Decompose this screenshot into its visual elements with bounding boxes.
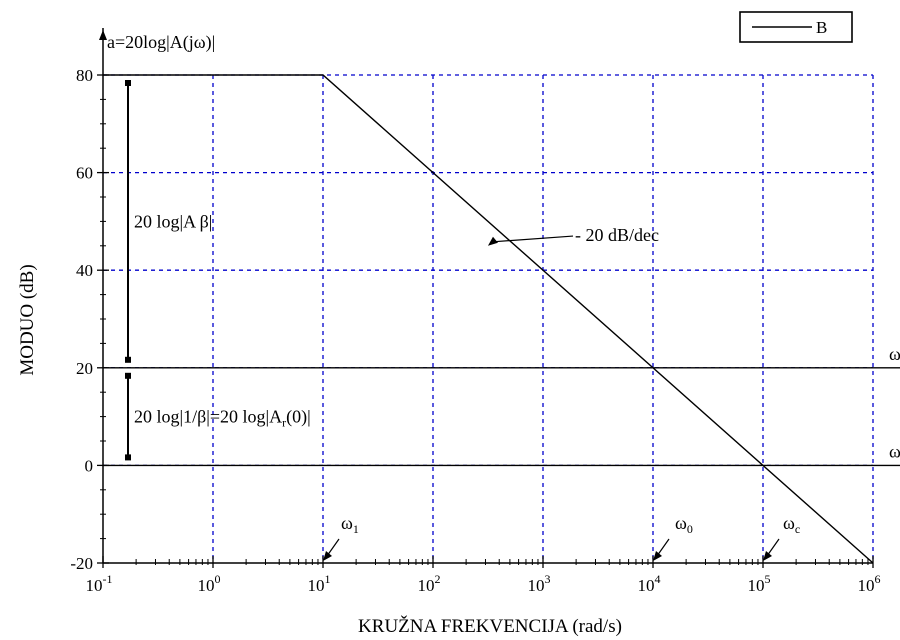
legend-entry-B: B <box>816 18 827 37</box>
reference-line-label-0: ω <box>889 344 900 364</box>
x-tick-label-6: 105 <box>748 572 771 595</box>
series-line-0 <box>103 74 874 564</box>
lower-bracket-end-bottom <box>125 454 131 461</box>
brackets: 20 log|A β| 20 log|1/β|=20 log|Ar(0)| <box>125 80 311 461</box>
upper-bracket-label: 20 log|A β| <box>134 211 212 231</box>
lower-bracket-end-top <box>125 372 131 379</box>
legend: B <box>739 11 853 43</box>
x-tick-label-5: 104 <box>638 572 661 595</box>
omega-c-annotation-label: ωc <box>783 513 800 536</box>
upper-bracket-end-bottom <box>125 356 131 363</box>
grid <box>103 74 874 563</box>
x-tick-label-3: 102 <box>418 572 441 595</box>
x-tick-label-7: 106 <box>858 572 881 595</box>
y-tick-label-3: 40 <box>76 261 93 280</box>
reference-lines: ωω <box>103 344 900 467</box>
axes: -20 0 20 40 60 80 10-1 100 101 102 103 104 105 106 <box>70 28 881 595</box>
x-tick-label-0: 10-1 <box>86 572 113 595</box>
omega-c-annotation-arrow-head <box>763 551 772 561</box>
x-tick-label-2: 101 <box>308 572 331 595</box>
y-axis-top-label: a=20log|A(jω)| <box>107 32 215 53</box>
omega-0-annotation-arrow-head <box>653 551 662 561</box>
x-tick-label-4: 103 <box>528 572 551 595</box>
omega-1-annotation-arrow-line <box>326 538 340 557</box>
y-tick-label-1: 0 <box>85 456 94 475</box>
y-tick-label-0: -20 <box>70 554 93 573</box>
y-tick-label-2: 20 <box>76 359 93 378</box>
x-axis-label: KRUŽNA FREKVENCIJA (rad/s) <box>358 615 622 637</box>
slope-label: - 20 dB/dec <box>575 225 659 245</box>
reference-line-label-1: ω <box>889 441 900 461</box>
omega-c-annotation-arrow-line <box>766 538 780 557</box>
y-tick-label-4: 60 <box>76 164 93 183</box>
upper-bracket-end-top <box>125 80 131 86</box>
y-axis-label: MODUO (dB) <box>17 264 38 375</box>
omega-0-annotation-label: ω0 <box>675 513 693 536</box>
series-group <box>103 74 874 564</box>
omega-1-annotation-label: ω1 <box>341 513 359 536</box>
y-tick-label-5: 80 <box>76 66 93 85</box>
slope-arrow-line <box>492 235 574 243</box>
omega-1-annotation-arrow-head <box>323 551 332 561</box>
x-tick-label-1: 100 <box>198 572 221 595</box>
omega-0-annotation-arrow-line <box>656 538 670 557</box>
lower-bracket-label: 20 log|1/β|=20 log|Ar(0)| <box>134 407 311 430</box>
y-axis-arrow <box>99 30 107 40</box>
annotations: - 20 dB/dec ω1 ω0 ωc <box>323 225 800 561</box>
slope-arrow-head <box>487 236 498 246</box>
